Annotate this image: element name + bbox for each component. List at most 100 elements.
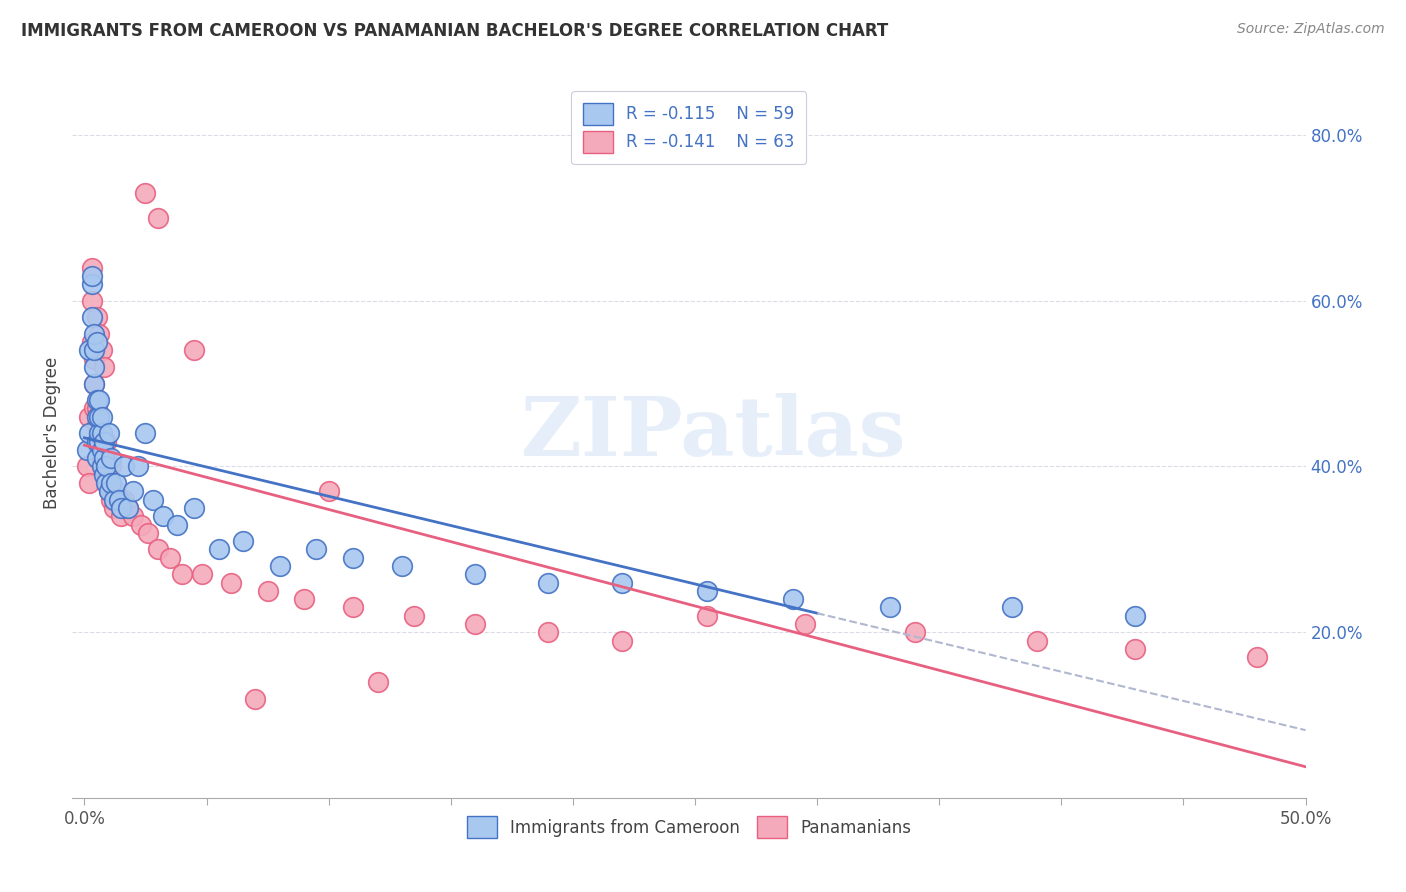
Point	[93, 459, 115, 474]
Point	[96, 434, 118, 449]
Point	[129, 517, 152, 532]
Point	[208, 542, 231, 557]
Point	[86, 451, 108, 466]
Point	[96, 467, 118, 482]
Point	[93, 442, 115, 457]
Text: Source: ZipAtlas.com: Source: ZipAtlas.com	[1237, 22, 1385, 37]
Point	[107, 492, 129, 507]
Text: ZIPatlas: ZIPatlas	[520, 393, 907, 474]
Point	[93, 451, 115, 466]
Point	[76, 442, 98, 457]
Point	[122, 484, 145, 499]
Point	[97, 484, 120, 499]
Point	[80, 277, 103, 291]
Point	[93, 467, 115, 482]
Point	[245, 691, 267, 706]
Point	[83, 401, 105, 416]
Point	[136, 525, 159, 540]
Point	[87, 426, 110, 441]
Point	[342, 600, 364, 615]
Point	[80, 310, 103, 325]
Point	[782, 592, 804, 607]
Point	[1025, 633, 1047, 648]
Point	[90, 426, 112, 441]
Point	[103, 500, 125, 515]
Point	[83, 326, 105, 341]
Point	[190, 567, 212, 582]
Point	[1123, 641, 1146, 656]
Point	[80, 260, 103, 275]
Point	[100, 459, 122, 474]
Point	[80, 268, 103, 283]
Point	[86, 418, 108, 433]
Point	[79, 476, 101, 491]
Point	[342, 550, 364, 565]
Point	[97, 467, 120, 482]
Point	[793, 617, 815, 632]
Point	[183, 500, 205, 515]
Point	[90, 451, 112, 466]
Point	[86, 401, 108, 416]
Point	[1246, 650, 1268, 665]
Point	[696, 608, 718, 623]
Point	[79, 343, 101, 358]
Point	[366, 675, 388, 690]
Point	[97, 426, 120, 441]
Point	[83, 376, 105, 391]
Point	[90, 409, 112, 424]
Point	[105, 476, 128, 491]
Point	[87, 426, 110, 441]
Point	[83, 359, 105, 374]
Point	[83, 351, 105, 366]
Point	[110, 500, 132, 515]
Point	[96, 476, 118, 491]
Point	[110, 509, 132, 524]
Point	[537, 625, 560, 640]
Point	[256, 583, 278, 598]
Point	[404, 608, 426, 623]
Point	[134, 426, 156, 441]
Point	[146, 211, 169, 225]
Point	[79, 409, 101, 424]
Point	[696, 583, 718, 598]
Point	[219, 575, 242, 590]
Point	[159, 550, 181, 565]
Point	[172, 567, 194, 582]
Point	[86, 434, 108, 449]
Point	[90, 434, 112, 449]
Point	[112, 459, 135, 474]
Point	[117, 500, 139, 515]
Point	[183, 343, 205, 358]
Point	[76, 459, 98, 474]
Point	[87, 442, 110, 457]
Point	[127, 459, 149, 474]
Point	[96, 459, 118, 474]
Point	[86, 335, 108, 350]
Point	[105, 484, 128, 499]
Point	[269, 559, 291, 574]
Point	[134, 186, 156, 200]
Point	[83, 343, 105, 358]
Point	[117, 500, 139, 515]
Point	[318, 484, 340, 499]
Point	[80, 293, 103, 308]
Point	[80, 335, 103, 350]
Point	[90, 442, 112, 457]
Point	[87, 409, 110, 424]
Legend: Immigrants from Cameroon, Panamanians: Immigrants from Cameroon, Panamanians	[460, 810, 918, 845]
Y-axis label: Bachelor's Degree: Bachelor's Degree	[44, 357, 60, 509]
Point	[93, 359, 115, 374]
Point	[86, 409, 108, 424]
Point	[146, 542, 169, 557]
Point	[166, 517, 188, 532]
Point	[86, 310, 108, 325]
Text: IMMIGRANTS FROM CAMEROON VS PANAMANIAN BACHELOR'S DEGREE CORRELATION CHART: IMMIGRANTS FROM CAMEROON VS PANAMANIAN B…	[21, 22, 889, 40]
Point	[86, 393, 108, 408]
Point	[610, 633, 633, 648]
Point	[79, 426, 101, 441]
Point	[610, 575, 633, 590]
Point	[107, 492, 129, 507]
Point	[1001, 600, 1024, 615]
Point	[96, 451, 118, 466]
Point	[904, 625, 927, 640]
